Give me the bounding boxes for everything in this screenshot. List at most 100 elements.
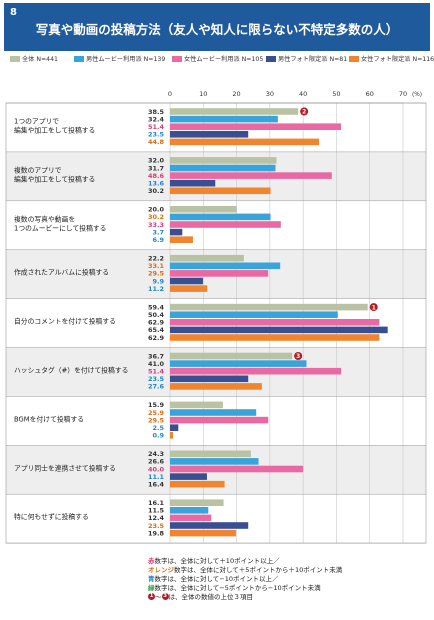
rank-badge-icon: 3: [161, 593, 169, 601]
value-label: 24.3: [148, 450, 164, 458]
value-label: 59.4: [148, 303, 165, 311]
bar: [170, 157, 277, 164]
value-label: 38.5: [148, 108, 165, 116]
legend-label: 男性フォト限定派 N=81: [278, 56, 348, 63]
value-label: 9.9: [152, 277, 164, 285]
value-label: 25.9: [148, 409, 165, 417]
value-label: 13.6: [148, 180, 165, 188]
value-label: 62.9: [148, 319, 165, 327]
value-label: 20.0: [148, 206, 165, 214]
bar: [170, 383, 262, 390]
rank-note-text: は、全体の数値の上位３項目: [168, 592, 254, 601]
category-label: 特に何もせずに投稿する: [14, 512, 89, 521]
rank-badge-icon: 1: [148, 593, 155, 601]
notes: 赤数字は、全体に対して＋10ポイント以上／ オレンジ数字は、全体に対して＋5ポイン…: [148, 557, 418, 602]
value-label: 29.5: [148, 270, 165, 278]
x-tick-label: 40: [299, 90, 307, 98]
bar: [170, 458, 259, 465]
bar: [170, 108, 299, 115]
value-label: 62.9: [148, 334, 165, 342]
legend-label: 男性ムービー利用派 N=139: [86, 56, 166, 63]
value-label: 6.9: [152, 236, 164, 244]
bar: [170, 179, 216, 187]
category-label: BGMを付けて投稿する: [14, 414, 84, 423]
value-label: 15.9: [148, 401, 165, 409]
bar: [170, 277, 203, 285]
value-label: 23.5: [148, 522, 165, 530]
legend-item: 女性ムービー利用派 N=105: [172, 55, 263, 65]
value-label: 48.6: [148, 172, 165, 180]
note-prefix: オレンジ: [148, 565, 174, 574]
bar: [170, 529, 236, 537]
bar: [170, 480, 225, 488]
x-tick-label: 60: [366, 90, 374, 98]
bar: [170, 424, 179, 431]
note-line: 赤数字は、全体に対して＋10ポイント以上／: [148, 557, 418, 566]
bar: [170, 172, 332, 179]
bar: [170, 303, 368, 311]
note-list: 赤数字は、全体に対して＋10ポイント以上／ オレンジ数字は、全体に対して＋5ポイン…: [148, 557, 418, 593]
bar: [170, 115, 278, 123]
category-label: 編集や加工をして投稿する: [14, 125, 95, 134]
rank-note-tilde: 〜: [155, 592, 162, 601]
note-text: 数字は、全体に対して−10ポイント以上／: [154, 574, 279, 583]
page-title: 写真や動画の投稿方法（友人や知人に限らない不特定多数の人）: [35, 22, 399, 37]
note-line: 青数字は、全体に対して−10ポイント以上／: [148, 575, 418, 584]
bar: [170, 326, 388, 334]
bar: [170, 319, 380, 326]
note-prefix: 緑: [148, 583, 155, 592]
value-label: 41.0: [148, 360, 165, 368]
value-label: 50.4: [148, 311, 165, 319]
value-label: 36.7: [148, 352, 164, 360]
legend-swatch: [349, 55, 359, 62]
bar: [170, 409, 257, 416]
note-line: 緑数字は、全体に対して−5ポイントから−10ポイント未満: [148, 584, 418, 593]
value-label: 33.1: [148, 262, 165, 270]
value-label: 16.1: [148, 499, 165, 507]
legend-swatch: [266, 55, 276, 62]
bar: [170, 311, 338, 318]
bar: [170, 270, 269, 277]
value-label: 2.5: [152, 424, 164, 432]
bar: [170, 367, 342, 375]
value-label: 65.4: [148, 326, 165, 334]
value-label: 40.0: [148, 465, 165, 473]
legend-label: 女性フォト限定派 N=116: [361, 56, 434, 63]
bar: [170, 213, 271, 221]
value-label: 16.4: [148, 481, 165, 489]
note-line: オレンジ数字は、全体に対して＋5ポイントから＋10ポイント未満: [148, 566, 418, 575]
x-tick-label: 30: [266, 90, 274, 98]
legend-label: 全体 N=441: [22, 56, 58, 63]
x-tick-label: 0: [168, 90, 172, 98]
value-label: 31.7: [148, 164, 164, 172]
note-text: 数字は、全体に対して＋5ポイントから＋10ポイント未満: [174, 565, 343, 574]
value-label: 3.7: [152, 228, 164, 236]
value-label: 23.5: [148, 131, 165, 139]
category-label: 自分のコメントを付けて投稿する: [14, 317, 116, 326]
bar: [170, 352, 293, 360]
bar: [170, 401, 223, 409]
note-text: 数字は、全体に対して＋10ポイント以上／: [154, 557, 280, 565]
bar: [170, 262, 281, 270]
value-label: 32.0: [148, 157, 165, 165]
rank-badge-label: 2: [302, 110, 306, 116]
bar: [170, 334, 380, 341]
bar: [170, 285, 208, 292]
bar: [170, 375, 249, 383]
value-label: 19.8: [148, 529, 165, 537]
note-text: 数字は、全体に対して−5ポイントから−10ポイント未満: [154, 583, 321, 592]
value-label: 51.4: [148, 368, 165, 376]
bar: [170, 507, 209, 514]
category-label: 1つのアプリで: [14, 117, 59, 125]
bar: [170, 432, 173, 439]
category-label: 複数の写真や動画を: [14, 214, 75, 223]
x-tick-label: 10: [199, 90, 207, 98]
bar: [170, 499, 224, 506]
chart-legend: 全体 N=441 男性ムービー利用派 N=139 女性ムービー利用派 N=105 男性…: [4, 52, 434, 68]
value-label: 30.2: [148, 187, 164, 195]
category-label: アプリ同士を連携させて投稿する: [14, 463, 116, 472]
value-label: 32.4: [148, 115, 165, 123]
bar: [170, 522, 249, 529]
